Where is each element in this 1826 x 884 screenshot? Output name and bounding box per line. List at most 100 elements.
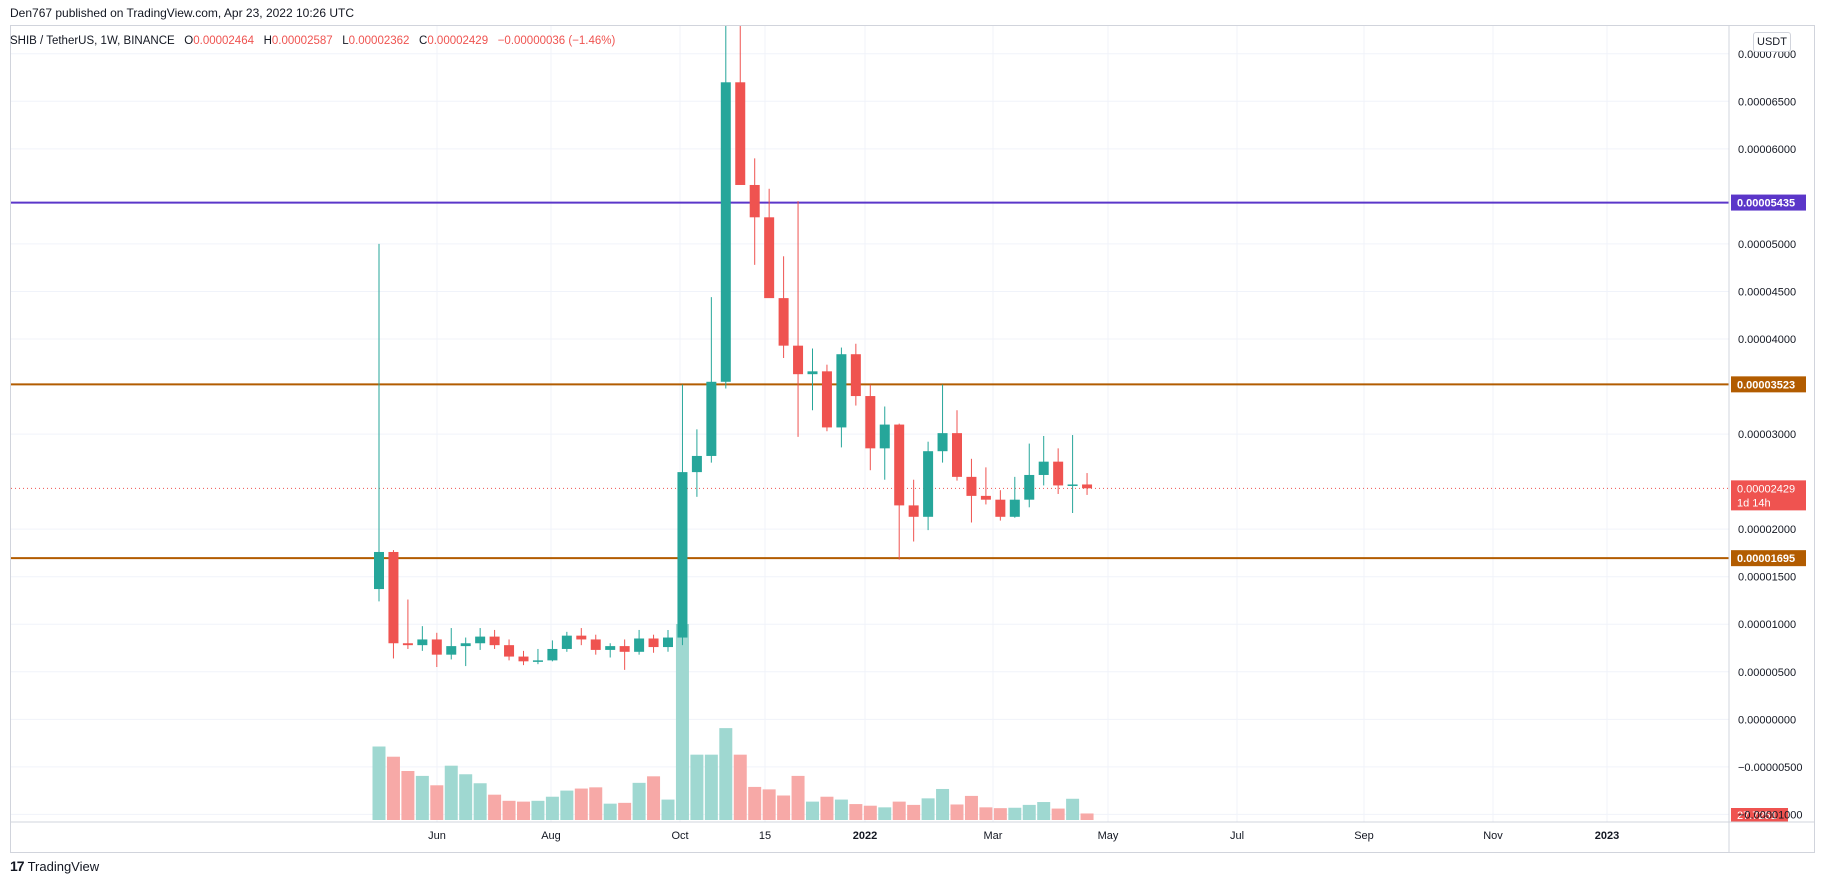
volume-bar <box>386 756 400 820</box>
volume-bar <box>921 798 935 820</box>
candle-body <box>1067 484 1078 486</box>
level-price-label: 0.00005435 <box>1737 198 1795 210</box>
volume-bar <box>545 796 559 820</box>
time-tick-label: Jun <box>428 830 446 842</box>
tradingview-logo-text: TradingView <box>27 858 100 874</box>
candle-body <box>417 639 428 646</box>
candle-body <box>1053 461 1064 486</box>
candle-body <box>865 396 876 449</box>
price-tick-label: −0.00001000 <box>1738 809 1803 821</box>
candle-body <box>663 637 673 648</box>
volume-bar <box>574 788 588 820</box>
candle-body <box>504 645 515 657</box>
candle-body <box>764 217 775 299</box>
volume-bar <box>762 789 776 820</box>
time-tick-label: 2022 <box>853 830 877 842</box>
volume-bar <box>777 795 791 820</box>
candle-body <box>532 660 543 662</box>
time-axis: Jun Aug Oct 15 2022 Mar May Jul Sep Nov 2023 <box>11 821 1815 842</box>
candle-body <box>749 184 760 218</box>
candle-body <box>547 648 558 661</box>
candle-body <box>836 354 847 428</box>
candle-body <box>1024 474 1035 500</box>
volume-bar <box>1008 807 1022 820</box>
volume-bar <box>733 754 747 820</box>
candle-body <box>431 639 442 655</box>
level-price-label: 0.00001695 <box>1737 553 1795 565</box>
candle-body <box>1038 461 1049 475</box>
candle-body <box>720 82 731 382</box>
volume-bar <box>1066 798 1080 820</box>
volume-bar <box>834 799 848 820</box>
volume-bar <box>1051 808 1065 820</box>
volume-bar <box>820 796 834 820</box>
volume-bar <box>589 787 603 820</box>
volume-bar <box>878 807 892 820</box>
candle-body <box>605 646 616 650</box>
price-tick-label: 0.00000500 <box>1738 667 1796 679</box>
price-tick-label: 0.00001000 <box>1738 619 1796 631</box>
candle-body <box>1082 484 1093 489</box>
volume-bar <box>632 782 646 820</box>
chart-frame <box>10 25 1815 853</box>
volume-bar <box>618 802 632 820</box>
time-tick-label: Aug <box>541 830 561 842</box>
low-value: 0.00002362 <box>348 35 410 47</box>
footer-brand[interactable]: 17 TradingView <box>10 858 99 874</box>
volume-bar <box>372 746 386 820</box>
countdown-label: 1d 14h <box>1737 497 1771 509</box>
candle-body <box>793 345 804 375</box>
candlesticks <box>374 26 1093 670</box>
candle-body <box>460 643 471 647</box>
volume-bar <box>979 807 993 820</box>
price-tick-label: 0.00001500 <box>1738 572 1796 584</box>
currency-button[interactable]: USDT <box>1753 32 1791 52</box>
volume-bar <box>892 801 906 820</box>
price-tick-label: 0.00000000 <box>1738 714 1796 726</box>
candle-body <box>691 455 702 473</box>
price-tick-label: 0.00003000 <box>1738 429 1796 441</box>
ohlc-legend: SHIB / TetherUS, 1W, BINANCE O0.00002464… <box>10 35 615 47</box>
volume-bar <box>459 774 473 820</box>
time-tick-label: Jul <box>1230 830 1244 842</box>
volume-bar <box>719 728 733 820</box>
candle-body <box>995 499 1006 517</box>
time-tick-label: Sep <box>1354 830 1374 842</box>
candle-body <box>374 551 384 590</box>
high-label: H <box>263 35 272 47</box>
time-tick-label: Mar <box>984 830 1003 842</box>
volume-bar <box>1037 802 1051 820</box>
candle-body <box>807 371 818 375</box>
time-tick-label: 15 <box>759 830 771 842</box>
price-tick-label: 0.00006000 <box>1738 144 1796 156</box>
candle-body <box>821 371 832 428</box>
candle-body <box>923 451 934 517</box>
volume-bar <box>517 801 530 820</box>
volume-bar <box>993 808 1007 820</box>
candle-body <box>489 636 500 646</box>
volume-bar <box>488 794 502 820</box>
price-tick-label: 0.00002000 <box>1738 524 1796 536</box>
volume-bar <box>936 788 950 820</box>
volume-bar <box>806 801 819 820</box>
candle-body <box>1009 499 1020 517</box>
candle-body <box>894 424 905 506</box>
horizontal-levels: 0.00005435 0.00003523 0.00001695 0.00002429… <box>11 194 1806 822</box>
level-price-label: 0.00003523 <box>1737 379 1795 391</box>
volume-value-tag <box>1731 808 1788 822</box>
volume-bar <box>1080 813 1094 820</box>
volume-bar <box>473 783 487 820</box>
volume-bar <box>1022 804 1036 820</box>
volume-bar <box>964 795 978 820</box>
volume-bar <box>863 805 877 820</box>
candle-body <box>908 505 919 517</box>
close-label: C <box>419 35 428 47</box>
open-label: O <box>184 35 194 47</box>
candle-body <box>735 82 746 185</box>
volume-bar <box>748 786 762 820</box>
level-price-tag <box>1731 550 1806 567</box>
volume-bar <box>907 804 921 820</box>
symbol-label[interactable]: SHIB / TetherUS, 1W, BINANCE <box>10 35 175 47</box>
candle-body <box>576 635 587 640</box>
